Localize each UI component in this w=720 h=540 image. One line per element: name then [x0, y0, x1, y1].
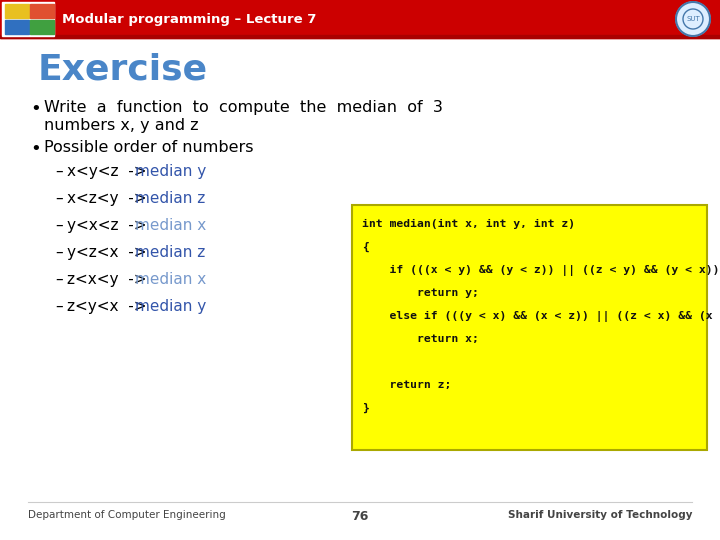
Text: z<x<y  ->: z<x<y -> [67, 272, 156, 287]
Text: z<y<x  ->: z<y<x -> [67, 299, 156, 314]
Bar [0, 0, 720, 38]
Text: return y;: return y; [362, 288, 479, 298]
Bar [0, 35, 720, 38]
Text: x<z<y  ->: x<z<y -> [67, 191, 156, 206]
Text: median y: median y [135, 164, 207, 179]
Text: Exercise: Exercise [38, 52, 208, 86]
Text: Department of Computer Engineering: Department of Computer Engineering [28, 510, 226, 520]
Text: Modular programming – Lecture 7: Modular programming – Lecture 7 [62, 12, 316, 25]
Text: –: – [55, 164, 63, 179]
Text: return x;: return x; [362, 334, 479, 344]
Text: median x: median x [135, 218, 207, 233]
Text: –: – [55, 218, 63, 233]
Text: SUT: SUT [686, 16, 700, 22]
Text: –: – [55, 245, 63, 260]
Text: •: • [30, 140, 41, 158]
Text: 76: 76 [351, 510, 369, 523]
Bar [2, 2, 54, 36]
Text: –: – [55, 299, 63, 314]
Text: }: } [362, 403, 369, 413]
Text: int median(int x, int y, int z): int median(int x, int y, int z) [362, 219, 575, 229]
Circle shape [676, 2, 710, 36]
Text: x<y<z  ->: x<y<z -> [67, 164, 156, 179]
Text: median y: median y [135, 299, 207, 314]
Text: y<x<z  ->: y<x<z -> [67, 218, 156, 233]
Text: Possible order of numbers: Possible order of numbers [44, 140, 253, 155]
Bar [30, 4, 54, 18]
Text: numbers x, y and z: numbers x, y and z [44, 118, 199, 133]
Text: else if (((y < x) && (x < z)) || ((z < x) && (x < y))): else if (((y < x) && (x < z)) || ((z < x… [362, 311, 720, 322]
Text: if (((x < y) && (y < z)) || ((z < y) && (y < x))): if (((x < y) && (y < z)) || ((z < y) && … [362, 265, 720, 276]
Text: –: – [55, 191, 63, 206]
Text: Write  a  function  to  compute  the  median  of  3: Write a function to compute the median o… [44, 100, 443, 115]
Text: •: • [30, 100, 41, 118]
Text: median z: median z [135, 191, 205, 206]
FancyBboxPatch shape [352, 205, 707, 450]
Bar [5, 4, 29, 18]
Bar [5, 20, 29, 34]
Bar [30, 20, 54, 34]
Text: –: – [55, 272, 63, 287]
Text: return z;: return z; [362, 380, 451, 390]
Text: y<z<x  ->: y<z<x -> [67, 245, 156, 260]
Text: median x: median x [135, 272, 207, 287]
Text: {: { [362, 242, 369, 252]
Text: median z: median z [135, 245, 205, 260]
Text: Sharif University of Technology: Sharif University of Technology [508, 510, 692, 520]
